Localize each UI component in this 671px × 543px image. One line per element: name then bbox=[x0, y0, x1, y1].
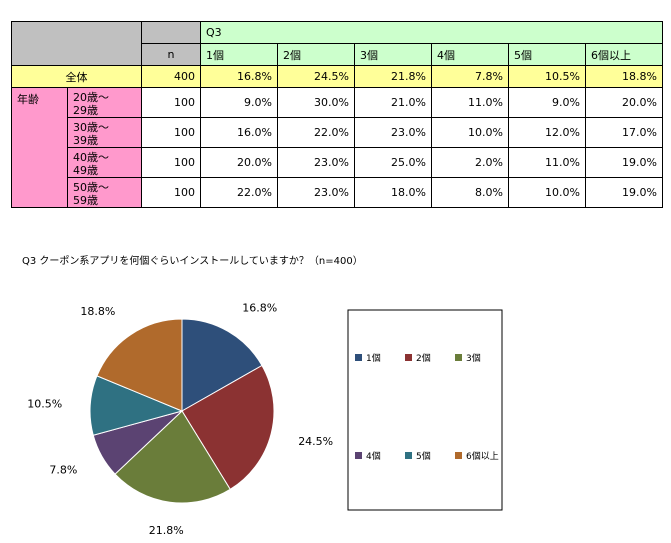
row-value: 10.0% bbox=[508, 177, 586, 208]
col-header: 3個 bbox=[354, 43, 432, 66]
row-value: 16.0% bbox=[200, 117, 278, 148]
legend-label: 5個 bbox=[416, 450, 431, 462]
age-band-end: 39歳 bbox=[73, 134, 98, 147]
row-value: 20.0% bbox=[200, 147, 278, 178]
col-header: 1個 bbox=[200, 43, 278, 66]
row-value: 10.0% bbox=[431, 117, 509, 148]
age-group-label: 年齢 bbox=[11, 87, 68, 208]
total-value: 18.8% bbox=[585, 65, 663, 88]
table-row: 40歳～ 49歳 100 20.0% 23.0% 25.0% 2.0% 11.0%… bbox=[12, 147, 663, 178]
legend-swatch bbox=[455, 452, 462, 459]
age-band: 20歳～ 29歳 bbox=[67, 87, 142, 118]
legend-swatch bbox=[405, 354, 412, 361]
pie-slice bbox=[96, 318, 183, 412]
col-header: 2個 bbox=[277, 43, 355, 66]
legend-label: 2個 bbox=[416, 352, 431, 364]
pie-data-label: 7.8% bbox=[49, 464, 77, 477]
pie-slices bbox=[89, 318, 275, 504]
total-n: 400 bbox=[141, 65, 201, 88]
total-row: 全体 400 16.8% 24.5% 21.8% 7.8% 10.5% 18.8… bbox=[11, 65, 663, 88]
legend-label: 4個 bbox=[366, 450, 381, 462]
pie-data-label: 10.5% bbox=[27, 398, 62, 411]
age-band-end: 29歳 bbox=[73, 104, 98, 117]
total-label: 全体 bbox=[11, 65, 142, 88]
pie-slice bbox=[181, 318, 263, 412]
legend-swatch bbox=[355, 354, 362, 361]
row-n: 100 bbox=[141, 177, 201, 208]
pie-data-label: 21.8% bbox=[149, 524, 184, 537]
row-value: 19.0% bbox=[585, 147, 663, 178]
legend-box bbox=[347, 309, 503, 511]
age-band-start: 30歳～ bbox=[73, 121, 109, 134]
total-value: 21.8% bbox=[354, 65, 432, 88]
row-value: 17.0% bbox=[585, 117, 663, 148]
total-value: 7.8% bbox=[431, 65, 509, 88]
row-value: 25.0% bbox=[354, 147, 432, 178]
age-band-start: 40歳～ bbox=[73, 151, 109, 164]
legend-swatch bbox=[405, 452, 412, 459]
pie-data-label: 16.8% bbox=[242, 301, 277, 314]
age-band: 50歳～ 59歳 bbox=[67, 177, 142, 208]
legend-label: 6個以上 bbox=[466, 450, 499, 462]
row-value: 18.0% bbox=[354, 177, 432, 208]
legend-label: 3個 bbox=[466, 352, 481, 364]
corner-cell bbox=[11, 21, 142, 66]
age-band-start: 20歳～ bbox=[73, 91, 109, 104]
chart-caption: Q3 クーポン系アプリを何個ぐらいインストールしていますか？（n=400） bbox=[22, 256, 363, 267]
row-value: 9.0% bbox=[508, 87, 586, 118]
pie-data-labels: 16.8% 24.5% 21.8% 7.8% 10.5% 18.8% bbox=[27, 301, 333, 537]
results-table: Q3 n 1個 2個 3個 4個 5個 6個以上 全体 400 16.8% 24… bbox=[11, 21, 663, 208]
legend: 1個 2個 3個 4個 5個 6個以上 bbox=[355, 352, 499, 462]
legend-label: 1個 bbox=[366, 352, 381, 364]
pie-slice bbox=[181, 364, 275, 491]
table-row: 年齢 20歳～ 29歳 100 9.0% 30.0% 21.0% 11.0% 9.… bbox=[11, 87, 663, 208]
age-band-start: 50歳～ bbox=[73, 181, 109, 194]
row-n: 100 bbox=[141, 147, 201, 178]
pie-slice bbox=[114, 410, 231, 504]
age-band: 40歳～ 49歳 bbox=[67, 147, 142, 178]
row-value: 21.0% bbox=[354, 87, 432, 118]
age-band-end: 59歳 bbox=[73, 194, 98, 207]
row-value: 9.0% bbox=[200, 87, 278, 118]
col-header: 5個 bbox=[508, 43, 586, 66]
legend-swatch bbox=[355, 452, 362, 459]
pie-data-label: 24.5% bbox=[298, 435, 333, 448]
row-value: 22.0% bbox=[200, 177, 278, 208]
row-value: 11.0% bbox=[508, 147, 586, 178]
row-value: 2.0% bbox=[431, 147, 509, 178]
header-row-columns: n 1個 2個 3個 4個 5個 6個以上 bbox=[12, 43, 663, 66]
table-row: 50歳～ 59歳 100 22.0% 23.0% 18.0% 8.0% 10.0%… bbox=[12, 177, 663, 208]
age-band-end: 49歳 bbox=[73, 164, 98, 177]
header-row-q: Q3 bbox=[11, 21, 663, 66]
q-header: Q3 bbox=[200, 21, 663, 44]
col-header: 6個以上 bbox=[585, 43, 663, 66]
age-band: 30歳～ 39歳 bbox=[67, 117, 142, 148]
row-value: 20.0% bbox=[585, 87, 663, 118]
pie-data-label: 18.8% bbox=[80, 305, 115, 318]
total-value: 16.8% bbox=[200, 65, 278, 88]
row-value: 19.0% bbox=[585, 177, 663, 208]
table-row: 30歳～ 39歳 100 16.0% 22.0% 23.0% 10.0% 12.0… bbox=[12, 117, 663, 148]
legend-swatch bbox=[455, 354, 462, 361]
row-value: 23.0% bbox=[277, 177, 355, 208]
n-header: n bbox=[141, 43, 201, 66]
